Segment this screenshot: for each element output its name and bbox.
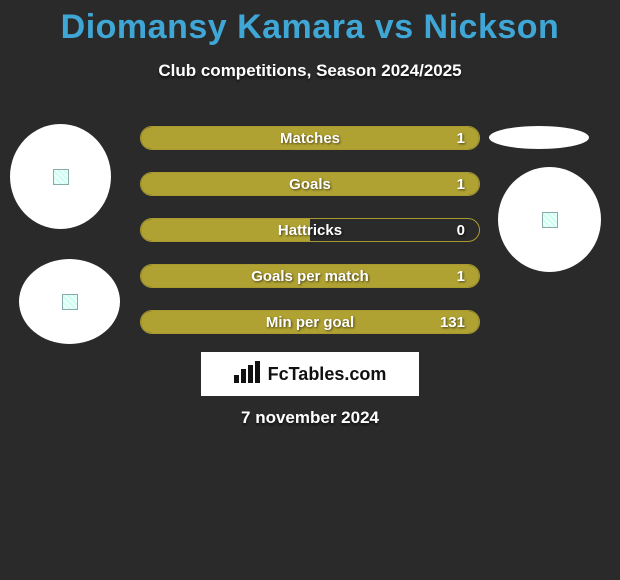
page-title: Diomansy Kamara vs Nickson [0, 0, 620, 47]
stats-container: Matches1Goals1Hattricks0Goals per match1… [140, 126, 480, 356]
stat-row: Matches1 [140, 126, 480, 150]
stat-row: Goals1 [140, 172, 480, 196]
stat-value: 1 [457, 265, 465, 287]
brand-text: FcTables.com [268, 364, 387, 385]
brand-box: FcTables.com [201, 352, 419, 396]
avatar [10, 124, 111, 229]
image-placeholder-icon [53, 169, 69, 185]
stat-value: 0 [457, 219, 465, 241]
stat-label: Goals [141, 173, 479, 195]
footer-date: 7 november 2024 [0, 408, 620, 428]
stat-value: 1 [457, 173, 465, 195]
image-placeholder-icon [542, 212, 558, 228]
stat-label: Matches [141, 127, 479, 149]
avatar [498, 167, 601, 272]
stat-label: Min per goal [141, 311, 479, 333]
avatar-ellipse [489, 126, 589, 149]
stat-row: Min per goal131 [140, 310, 480, 334]
stat-label: Goals per match [141, 265, 479, 287]
stat-label: Hattricks [141, 219, 479, 241]
image-placeholder-icon [62, 294, 78, 310]
subtitle: Club competitions, Season 2024/2025 [0, 61, 620, 81]
stat-row: Goals per match1 [140, 264, 480, 288]
stat-row: Hattricks0 [140, 218, 480, 242]
avatar [19, 259, 120, 344]
stat-value: 1 [457, 127, 465, 149]
brand-bars-icon [234, 361, 262, 388]
stat-value: 131 [440, 311, 465, 333]
